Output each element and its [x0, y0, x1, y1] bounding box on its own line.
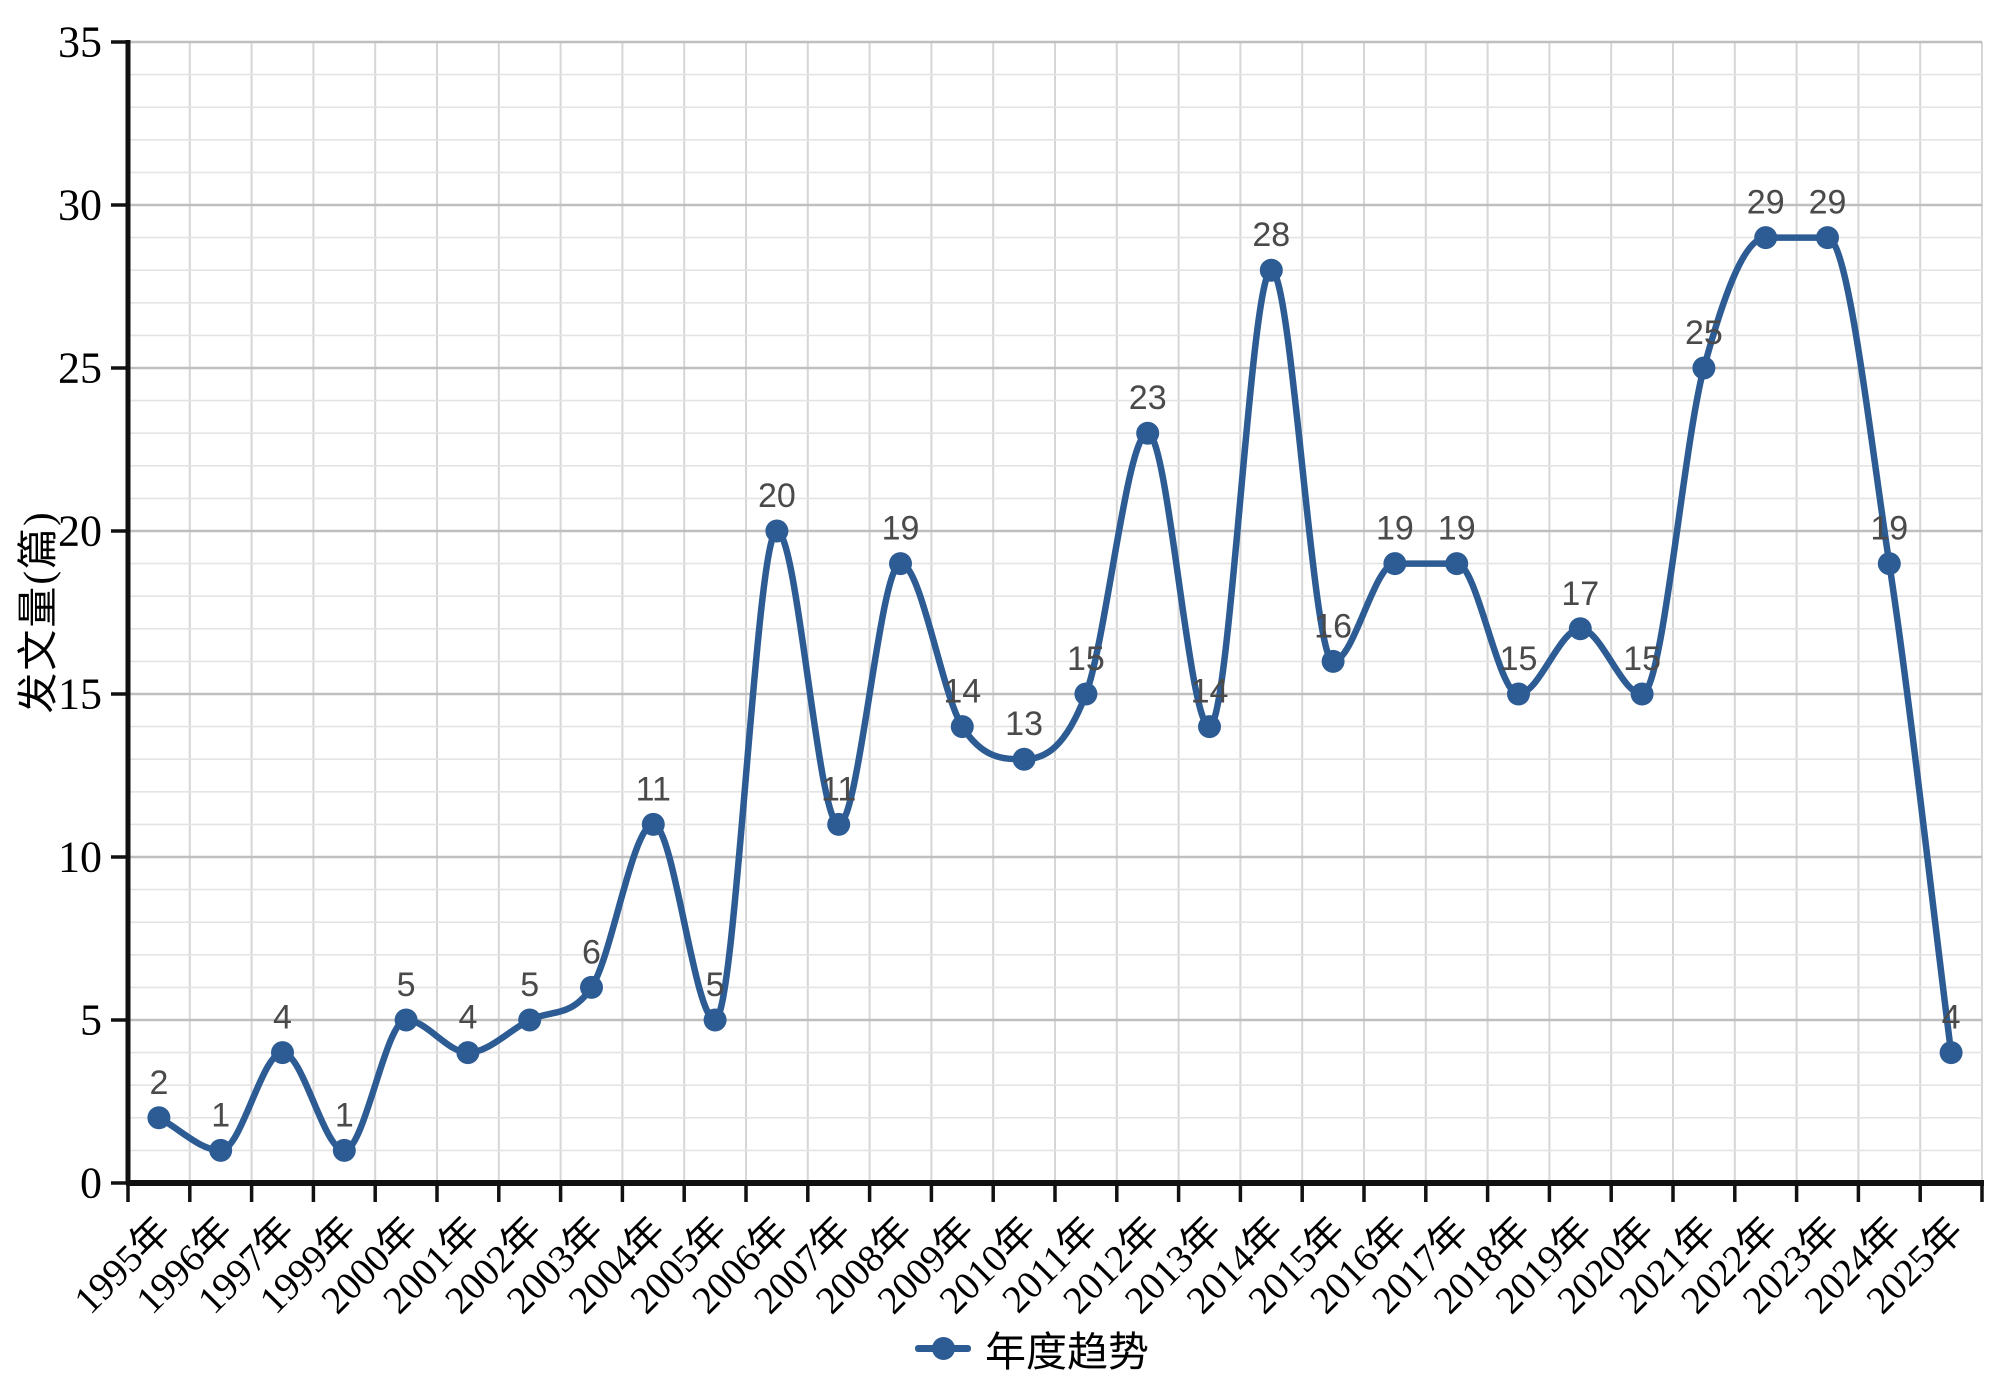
- data-point: [1136, 421, 1160, 445]
- data-label: 20: [758, 477, 796, 515]
- data-point: [1939, 1041, 1963, 1065]
- data-point: [641, 812, 665, 836]
- legend: 年度趋势: [915, 1318, 1149, 1378]
- y-tick-label: 30: [58, 181, 102, 230]
- data-label: 11: [636, 770, 671, 808]
- legend-label: 年度趋势: [985, 1329, 1149, 1375]
- data-point: [1877, 552, 1901, 576]
- data-label: 5: [397, 966, 416, 1004]
- data-label: 14: [1191, 673, 1229, 711]
- data-label: 29: [1809, 184, 1847, 222]
- y-tick-label: 10: [58, 833, 102, 882]
- data-point: [1259, 258, 1283, 282]
- data-point: [1692, 356, 1716, 380]
- data-point: [1568, 617, 1592, 641]
- data-point: [271, 1041, 294, 1065]
- data-label: 1: [335, 1096, 354, 1134]
- data-label: 14: [943, 673, 981, 711]
- data-point: [765, 519, 789, 543]
- data-point: [456, 1041, 480, 1065]
- data-label: 19: [1870, 510, 1908, 548]
- data-label: 1: [211, 1096, 230, 1134]
- data-label: 17: [1561, 575, 1599, 613]
- data-label: 19: [882, 510, 920, 548]
- data-point: [209, 1138, 233, 1162]
- y-axis-title: 发文量(篇): [15, 510, 61, 714]
- data-point: [1507, 682, 1530, 706]
- data-label: 29: [1747, 184, 1785, 222]
- data-point: [1012, 747, 1036, 771]
- data-label: 13: [1005, 705, 1043, 743]
- data-label: 5: [520, 966, 539, 1004]
- data-point: [1816, 226, 1839, 250]
- data-point: [580, 975, 603, 999]
- data-label: 23: [1129, 379, 1167, 417]
- data-label: 4: [458, 999, 477, 1037]
- data-point: [889, 552, 912, 576]
- data-label: 4: [273, 999, 292, 1037]
- data-label: 19: [1438, 510, 1476, 548]
- data-point: [827, 812, 851, 836]
- data-label: 15: [1500, 640, 1538, 678]
- y-tick-label: 5: [80, 996, 102, 1045]
- y-tick-label: 15: [58, 670, 102, 719]
- data-label: 16: [1314, 607, 1352, 645]
- data-label: 15: [1067, 640, 1105, 678]
- data-point: [332, 1138, 356, 1162]
- data-point: [1198, 715, 1221, 739]
- y-tick-label: 25: [58, 344, 102, 393]
- data-point: [1074, 682, 1098, 706]
- data-point: [1754, 226, 1778, 250]
- data-point: [703, 1008, 727, 1032]
- data-label: 5: [706, 966, 725, 1004]
- data-label: 6: [582, 933, 601, 971]
- line-dot-marker-icon: [915, 1335, 971, 1361]
- data-label: 4: [1942, 999, 1961, 1037]
- data-label: 11: [821, 770, 856, 808]
- data-point: [1445, 552, 1469, 576]
- data-point: [394, 1008, 418, 1032]
- data-point: [518, 1008, 542, 1032]
- y-tick-label: 20: [58, 507, 102, 556]
- y-tick-label: 0: [80, 1159, 102, 1208]
- data-point: [1321, 649, 1345, 673]
- data-point: [950, 715, 974, 739]
- data-label: 19: [1376, 510, 1414, 548]
- data-label: 25: [1685, 314, 1723, 352]
- y-tick-label: 35: [58, 18, 102, 67]
- data-point: [147, 1106, 171, 1130]
- data-point: [1383, 552, 1407, 576]
- data-label: 15: [1623, 640, 1661, 678]
- data-label: 2: [149, 1064, 168, 1102]
- data-point: [1630, 682, 1654, 706]
- data-label: 28: [1252, 216, 1290, 254]
